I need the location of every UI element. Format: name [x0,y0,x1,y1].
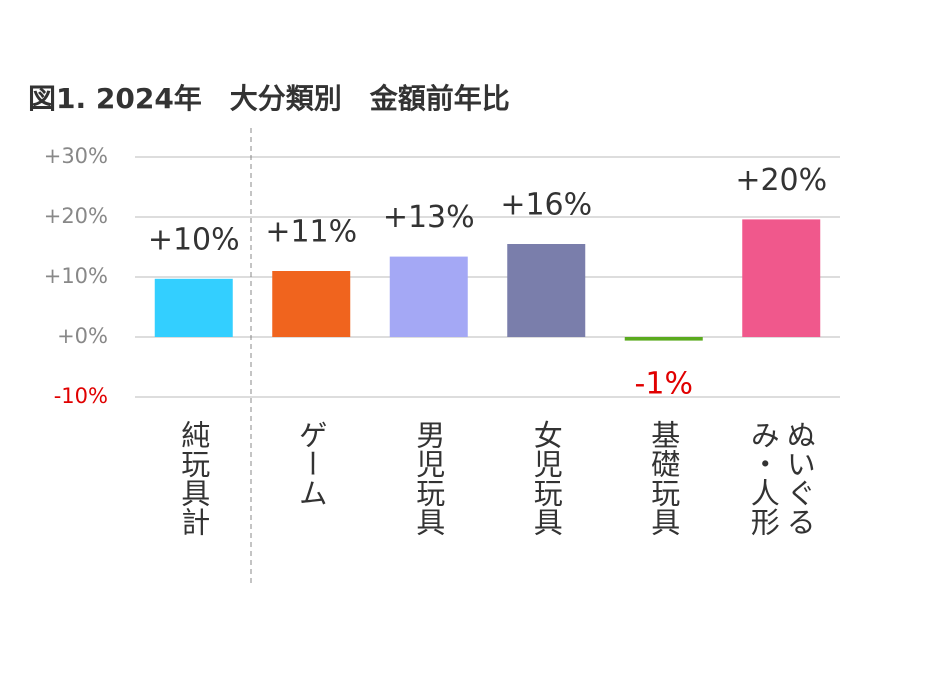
bar [389,256,468,337]
x-tick-label: ゲーム [294,420,329,507]
x-tick-label: ぬいぐるみ・人形 [746,420,817,536]
bar [507,244,586,337]
value-label: +16% [500,188,592,223]
y-tick-label: +30% [44,144,108,168]
value-label: +13% [383,200,475,235]
x-tick-label: 男児玩具 [411,420,446,536]
bar [624,337,703,341]
value-label: +10% [148,222,240,257]
bar [154,278,233,337]
x-tick-label: 女児玩具 [529,420,564,536]
bar [272,271,351,337]
y-tick-label: +10% [44,264,108,288]
chart-title: 図1. 2024年 大分類別 金額前年比 [28,82,510,115]
y-tick-label: +0% [57,324,108,348]
x-tick-label: 基礎玩具 [646,420,681,536]
bar [742,219,821,337]
value-label: +11% [265,215,357,250]
value-label: +20% [735,163,827,198]
y-tick-label: +20% [44,204,108,228]
y-tick-label: -10% [54,384,108,408]
x-tick-label: 純玩具計 [176,420,211,536]
value-label: -1% [635,367,693,402]
